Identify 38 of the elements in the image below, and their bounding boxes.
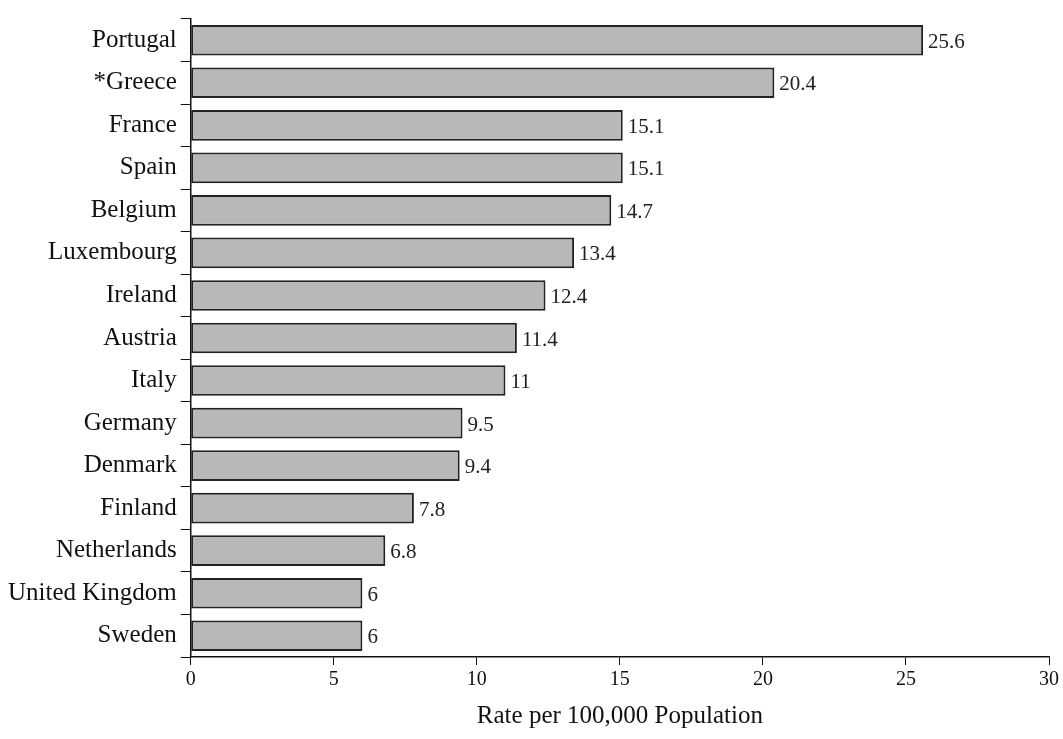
data-label: 12.4 bbox=[550, 283, 588, 308]
y-tick-label: *Greece bbox=[93, 67, 177, 95]
x-tick-label: 25 bbox=[895, 667, 916, 690]
y-tick-label: Ireland bbox=[105, 280, 178, 308]
data-label: 13.4 bbox=[579, 241, 617, 266]
y-tick-label: Belgium bbox=[90, 194, 178, 222]
x-tick-label: 5 bbox=[328, 667, 339, 690]
y-tick-label: United Kingdom bbox=[7, 577, 178, 605]
x-tick-label: 0 bbox=[185, 667, 196, 690]
y-tick-label: Luxembourg bbox=[48, 237, 178, 265]
data-label: 11 bbox=[510, 369, 531, 394]
y-tick-label: Portugal bbox=[92, 24, 177, 52]
y-tick-label: Finland bbox=[100, 492, 178, 520]
y-tick-label: Denmark bbox=[83, 450, 178, 478]
x-tick-label: 20 bbox=[752, 667, 773, 690]
data-label: 11.4 bbox=[521, 326, 559, 351]
data-label: 6 bbox=[367, 624, 378, 649]
data-label: 20.4 bbox=[779, 71, 817, 96]
data-label: 14.7 bbox=[616, 198, 654, 223]
data-label: 6.8 bbox=[390, 539, 417, 564]
y-tick-label: Netherlands bbox=[55, 535, 177, 563]
x-axis-title: Rate per 100,000 Population bbox=[476, 700, 764, 728]
y-tick-label: Spain bbox=[119, 152, 178, 180]
x-tick-label: 15 bbox=[609, 667, 630, 690]
data-label: 9.4 bbox=[464, 454, 492, 479]
y-tick-label: Germany bbox=[83, 407, 178, 435]
data-label: 6 bbox=[367, 581, 378, 606]
y-tick-label: France bbox=[108, 109, 177, 137]
x-tick-label: 10 bbox=[466, 667, 487, 690]
y-tick-label: Austria bbox=[103, 322, 177, 350]
data-label: 7.8 bbox=[418, 496, 446, 521]
data-label: 15.1 bbox=[627, 156, 665, 181]
data-label: 15.1 bbox=[627, 113, 665, 138]
data-label: 25.6 bbox=[928, 28, 965, 53]
y-tick-label: Sweden bbox=[97, 620, 178, 648]
x-tick-label: 30 bbox=[1039, 667, 1059, 690]
data-label: 9.5 bbox=[467, 411, 494, 436]
y-tick-label: Italy bbox=[130, 365, 178, 393]
